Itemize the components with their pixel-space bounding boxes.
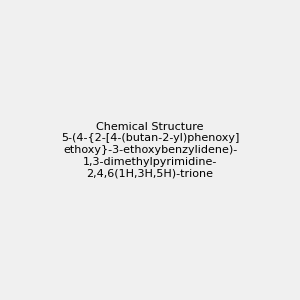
Text: Chemical Structure
5-(4-{2-[4-(butan-2-yl)phenoxy]
ethoxy}-3-ethoxybenzylidene)-: Chemical Structure 5-(4-{2-[4-(butan-2-y… [61, 122, 239, 178]
